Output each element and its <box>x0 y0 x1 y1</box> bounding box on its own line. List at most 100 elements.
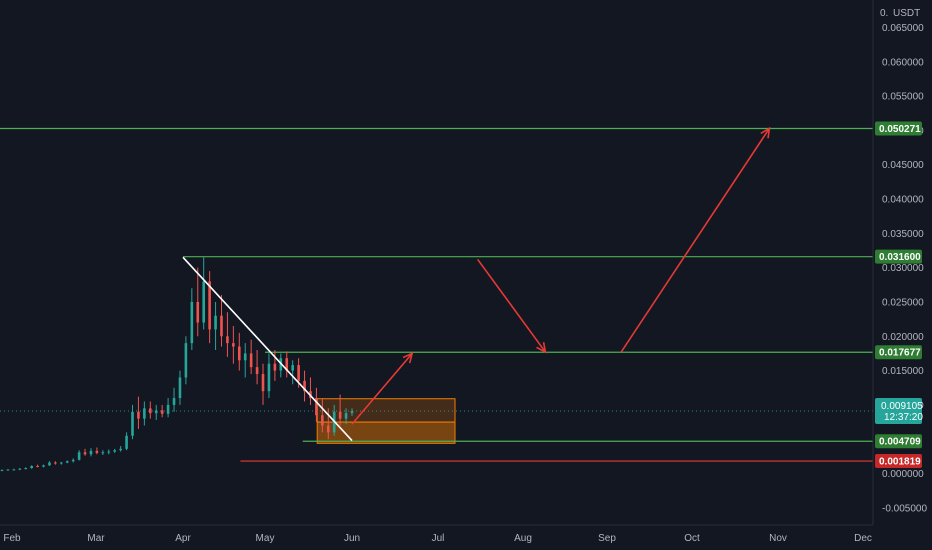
x-tick-label: May <box>256 533 275 544</box>
candle-body <box>285 358 289 371</box>
candle-body <box>202 281 205 323</box>
level-tag-label: 0.017677 <box>879 348 921 359</box>
y-tick-label: 0.060000 <box>882 57 924 68</box>
candle-body <box>273 363 277 371</box>
projection-arrowhead-1 <box>402 352 414 364</box>
candle-body <box>12 469 16 471</box>
x-tick-label: Feb <box>3 533 21 544</box>
price-tags: 0.050271 0.031600 0.017677 0.004709 0.001819 <box>875 121 922 469</box>
candle-body <box>184 343 188 378</box>
candle-body <box>321 415 324 426</box>
candle-body <box>315 398 318 416</box>
candle-body <box>48 462 51 466</box>
candle-body <box>89 450 93 455</box>
candle-body <box>107 451 111 453</box>
descending-trendline[interactable] <box>182 256 353 442</box>
candle-body <box>154 410 158 414</box>
level-tag <box>875 249 922 264</box>
candle-body <box>344 413 348 419</box>
candle-body <box>226 336 229 344</box>
candle-body <box>303 380 306 392</box>
candle-body <box>160 410 164 414</box>
candle-body <box>214 315 217 330</box>
candle-body <box>60 462 63 464</box>
x-tick-label: Mar <box>87 533 105 544</box>
x-tick-label: Sep <box>598 533 616 544</box>
candle-body <box>255 367 259 375</box>
candle-body <box>297 365 300 381</box>
candle-body <box>338 411 342 419</box>
candle-body <box>350 411 354 414</box>
candle-body <box>237 346 241 361</box>
level-tag <box>875 434 922 449</box>
x-tick-label: Aug <box>514 533 532 544</box>
candle-body <box>190 301 194 344</box>
support-zone-box[interactable] <box>316 421 456 444</box>
current-price-label: 0.009105 <box>881 401 923 412</box>
candle-body <box>83 452 87 455</box>
candle-body <box>36 465 39 467</box>
x-tick-label: Nov <box>769 533 787 544</box>
x-tick-label: Apr <box>175 533 191 544</box>
projection-arrow-up-2[interactable] <box>620 127 771 353</box>
candle-body <box>95 450 99 453</box>
candle-body <box>54 462 57 464</box>
x-tick-label: Dec <box>854 533 872 544</box>
y-tick-label: 0.025000 <box>882 297 924 308</box>
y-tick-label: 0.015000 <box>882 366 924 377</box>
candle-body <box>326 425 330 433</box>
candle-body <box>0 470 4 472</box>
candle-body <box>65 461 69 463</box>
y-tick-label: 0.045000 <box>882 160 924 171</box>
level-tag <box>875 121 922 136</box>
x-axis[interactable]: Feb Mar Apr May Jun Jul Aug Sep Oct Nov Dec <box>0 524 873 544</box>
level-tag-label: 0.050271 <box>879 124 921 135</box>
candle-body <box>232 343 235 347</box>
level-tag-label: 0.031600 <box>879 252 921 263</box>
resistance-zone-box[interactable] <box>316 398 456 423</box>
x-tick-label: Jun <box>344 533 360 544</box>
y-tick-label: 0.055000 <box>882 92 924 103</box>
candle-body <box>119 448 122 451</box>
projection-arrowhead-3 <box>760 126 771 139</box>
current-price-badge[interactable]: 0.009105 12:37:20 <box>875 398 923 424</box>
candle-body <box>166 404 170 414</box>
candle-body <box>42 465 45 467</box>
candle-body <box>178 377 182 399</box>
candle-body <box>113 450 117 452</box>
y-tick-label: 0.065000 <box>882 23 924 34</box>
candle-body <box>71 459 75 462</box>
x-tick-label: Oct <box>684 533 700 544</box>
y-tick-label: -0.005000 <box>882 503 927 514</box>
candle-body <box>249 353 253 368</box>
projection-arrowhead-2 <box>536 342 547 354</box>
candle-body <box>6 469 10 471</box>
y-tick-label: 0.000000 <box>882 469 924 480</box>
candle-body <box>125 435 128 449</box>
candle-body <box>172 398 176 405</box>
candle-body <box>131 411 134 436</box>
current-price-box <box>875 398 922 424</box>
plot-area[interactable] <box>0 126 873 472</box>
candle-body <box>77 452 81 460</box>
candle-body <box>137 411 140 419</box>
y-tick-label: 0.020000 <box>882 332 924 343</box>
countdown-label: 12:37:20 <box>884 412 923 423</box>
y-tick-label: 0.035000 <box>882 229 924 240</box>
candle-body <box>208 281 211 330</box>
projection-arrow-down[interactable] <box>477 258 547 353</box>
y-axis-top-label: 0. <box>880 8 888 19</box>
candle-body <box>30 465 33 469</box>
level-tag <box>875 454 922 469</box>
currency-badge[interactable] <box>889 6 929 20</box>
candle-body <box>18 468 22 470</box>
candle-body <box>243 353 247 361</box>
candle-body <box>143 408 146 419</box>
projection-arrow-up-1[interactable] <box>351 352 413 425</box>
level-tag-label: 0.001819 <box>879 457 921 468</box>
candle-body <box>101 452 105 454</box>
candle-body <box>24 468 28 470</box>
candle-body <box>267 363 271 392</box>
